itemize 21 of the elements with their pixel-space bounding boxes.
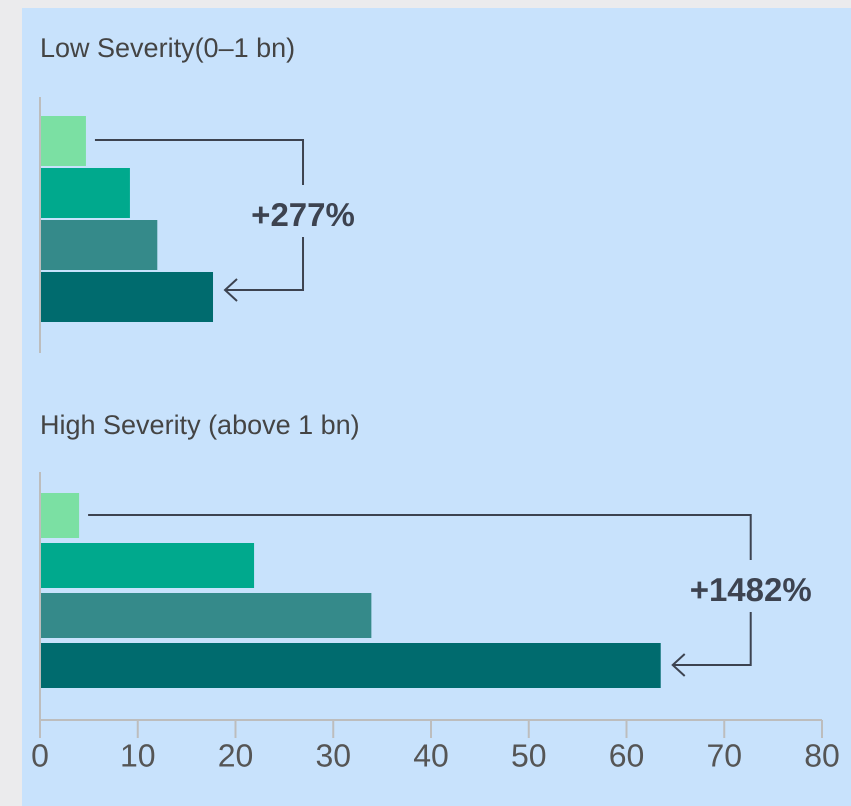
- bar: [40, 643, 661, 688]
- x-tick-label: 80: [804, 738, 840, 774]
- x-tick-label: 30: [315, 738, 352, 774]
- bar: [40, 272, 214, 322]
- x-tick-label: 50: [510, 738, 547, 774]
- x-tick-label: 60: [608, 738, 644, 774]
- bar: [40, 543, 254, 588]
- x-tick-label: 20: [218, 738, 254, 774]
- x-tick-label: 70: [706, 738, 742, 774]
- bar: [40, 593, 372, 638]
- annotation: +277%: [251, 196, 355, 233]
- bar: [40, 116, 86, 166]
- x-tick-label: 0: [31, 738, 49, 774]
- bar: [40, 168, 130, 218]
- chart-title: High Severity (above 1 bn): [40, 410, 360, 441]
- bar: [40, 493, 80, 538]
- x-tick-label: 40: [413, 738, 449, 774]
- chart-title: Low Severity(0–1 bn): [40, 33, 296, 64]
- annotation: +1482%: [690, 571, 812, 608]
- x-tick-label: 10: [120, 738, 156, 774]
- bar: [40, 220, 158, 270]
